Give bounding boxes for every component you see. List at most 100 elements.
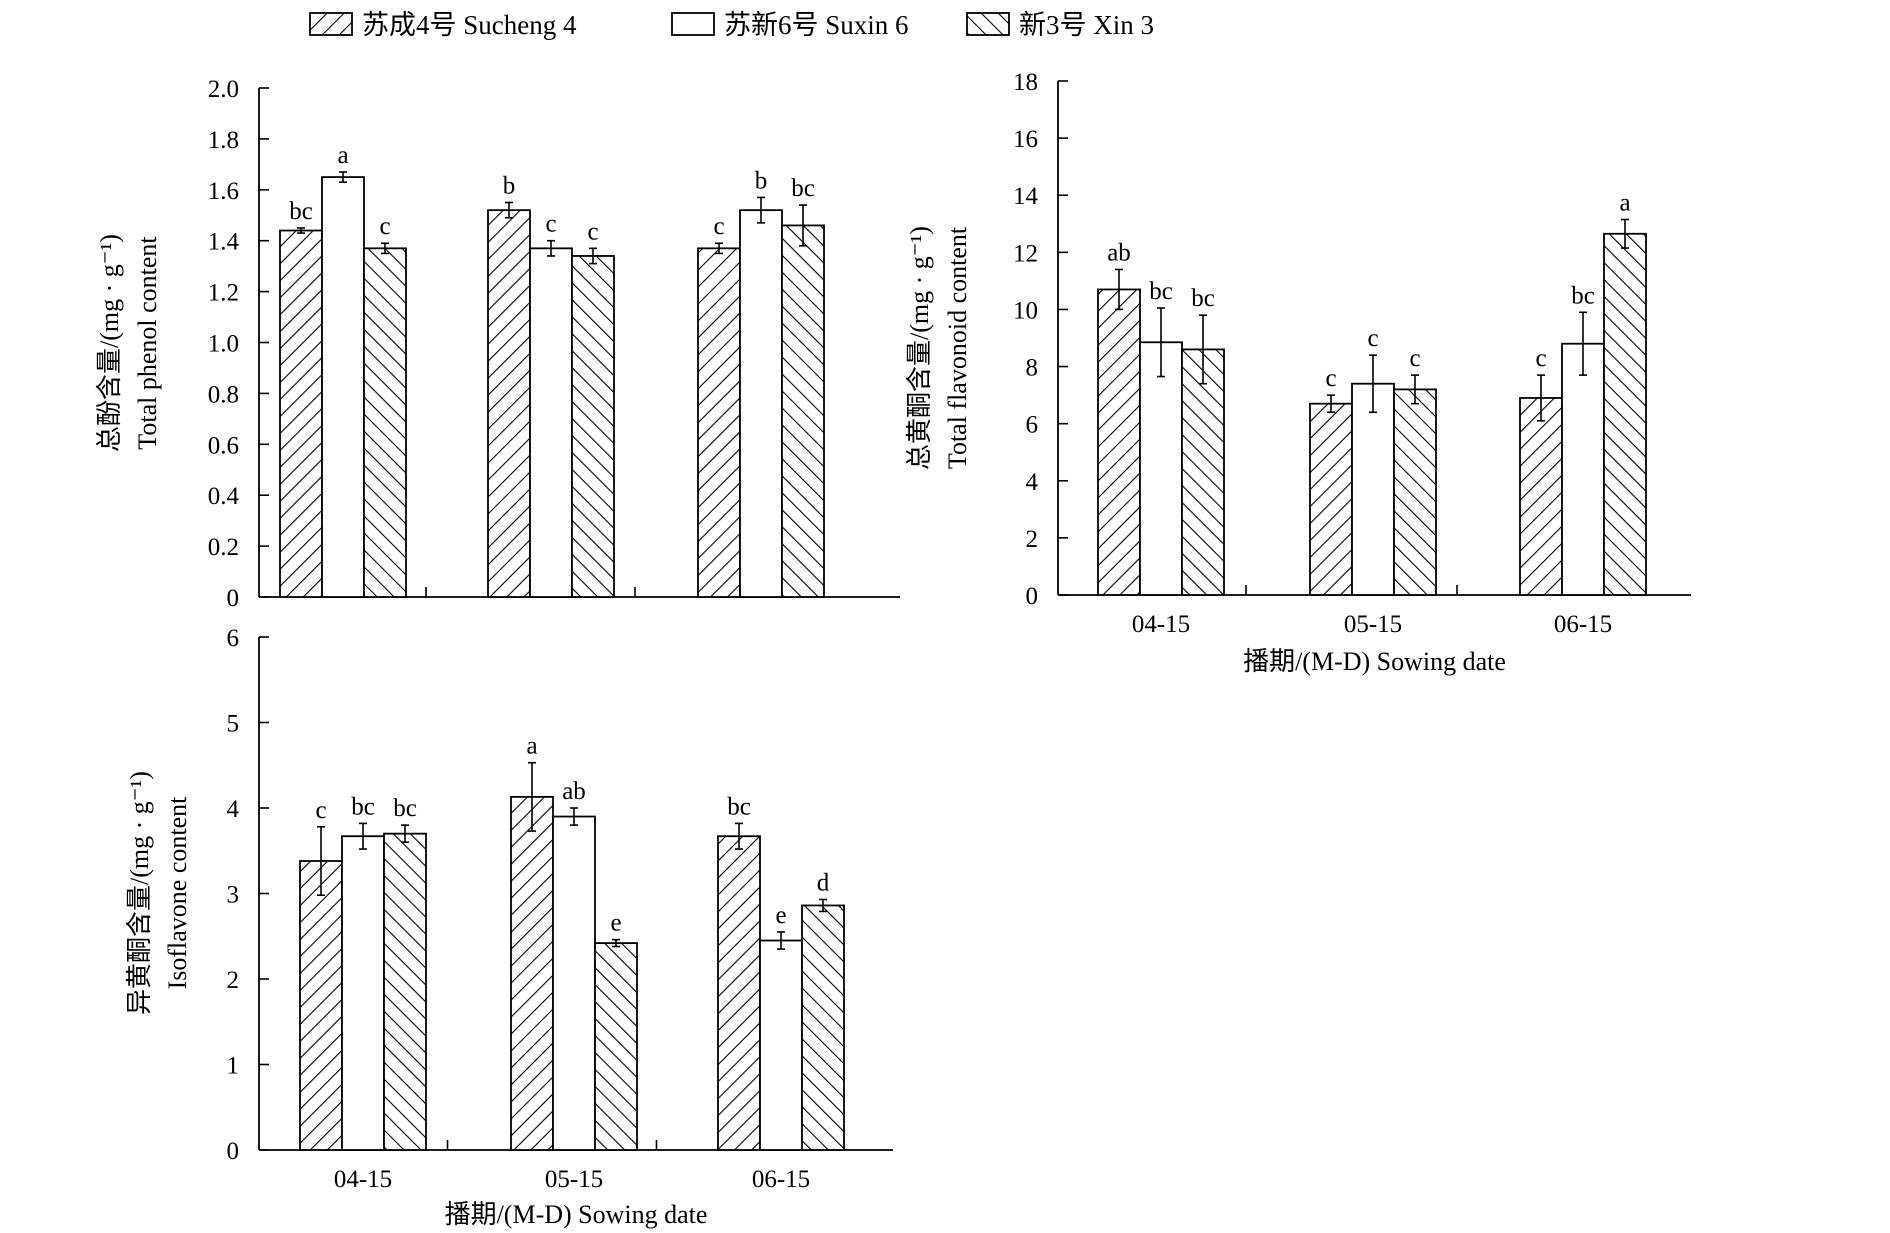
- y-tick-label: 18: [1013, 69, 1038, 96]
- y-axis-label-en: Total phenol content: [133, 236, 162, 450]
- y-tick-label: 3: [227, 882, 240, 909]
- significance-label: a: [526, 733, 537, 760]
- significance-label: c: [1367, 325, 1378, 352]
- x-axis-label: 播期/(M-D) Sowing date: [445, 1200, 708, 1229]
- bar: [1393, 388, 1437, 596]
- y-axis-label-en: Isoflavone content: [163, 796, 192, 990]
- legend: 苏成4号 Sucheng 4 苏新6号 Suxin 6 新3号 Xin 3: [309, 10, 1154, 40]
- bar: [739, 209, 783, 598]
- y-tick-label: 0.8: [208, 381, 239, 408]
- bar: [299, 860, 343, 1151]
- y-axis-label-cn: 异黄酮含量/(mg · g⁻¹): [125, 771, 154, 1015]
- significance-label: bc: [289, 198, 313, 225]
- y-tick-label: 0.2: [208, 534, 239, 561]
- significance-label: bc: [791, 175, 815, 202]
- y-tick-label: 2: [1026, 526, 1039, 553]
- bar: [529, 247, 573, 598]
- bar: [1519, 397, 1563, 596]
- y-tick-label: 16: [1013, 126, 1038, 153]
- bar: [759, 939, 803, 1151]
- y-tick-label: 0.6: [208, 432, 239, 459]
- y-tick-label: 4: [1026, 469, 1039, 496]
- bar: [1181, 348, 1225, 596]
- significance-label: e: [775, 902, 786, 929]
- significance-label: bc: [727, 793, 751, 820]
- legend-swatch-suxin6: [671, 12, 715, 36]
- bar: [781, 224, 825, 598]
- bar: [1097, 288, 1141, 596]
- y-tick-label: 1.2: [208, 280, 239, 307]
- legend-label-xin3: 新3号 Xin 3: [1019, 10, 1154, 40]
- y-tick-label: 6: [227, 625, 240, 652]
- x-tick-label: 06-15: [1554, 611, 1612, 638]
- y-tick-label: 10: [1013, 297, 1038, 324]
- y-tick-label: 14: [1013, 183, 1039, 210]
- significance-label: c: [713, 213, 724, 240]
- y-tick-label: 0: [1026, 583, 1039, 610]
- significance-label: c: [545, 211, 556, 238]
- bar: [321, 176, 365, 598]
- bar: [717, 835, 761, 1151]
- y-tick-label: 5: [227, 711, 240, 738]
- y-tick-label: 0: [227, 1138, 240, 1165]
- significance-label: c: [1325, 365, 1336, 392]
- bar: [341, 835, 385, 1151]
- bar: [1309, 402, 1353, 596]
- legend-label-suxin6: 苏新6号 Suxin 6: [724, 10, 909, 40]
- x-tick-label: 04-15: [334, 1166, 392, 1193]
- significance-label: c: [315, 797, 326, 824]
- y-tick-label: 1.6: [208, 178, 239, 205]
- significance-label: d: [817, 869, 830, 896]
- y-tick-label: 2: [227, 967, 240, 994]
- legend-swatch-sucheng4: [309, 12, 353, 36]
- significance-label: bc: [1149, 278, 1173, 305]
- y-axis-label-en: Total flavonoid content: [943, 226, 972, 469]
- bar: [1139, 341, 1183, 596]
- bar: [552, 815, 596, 1151]
- x-tick-label: 05-15: [1344, 611, 1402, 638]
- significance-label: ab: [1107, 239, 1131, 266]
- bar: [363, 247, 407, 598]
- y-tick-label: 8: [1026, 355, 1039, 382]
- legend-swatch-xin3: [966, 12, 1010, 36]
- bar: [487, 209, 531, 598]
- bar: [1351, 382, 1395, 596]
- bar: [1561, 342, 1605, 596]
- y-tick-label: 1.0: [208, 331, 239, 358]
- legend-label-sucheng4: 苏成4号 Sucheng 4: [362, 10, 577, 40]
- y-axis-label-cn: 总黄酮含量/(mg · g⁻¹): [905, 226, 934, 470]
- significance-label: bc: [1571, 282, 1595, 309]
- bar: [594, 942, 638, 1151]
- significance-label: c: [587, 218, 598, 245]
- y-tick-label: 1.8: [208, 127, 239, 154]
- y-tick-label: 1.4: [208, 229, 240, 256]
- bar: [801, 904, 845, 1151]
- significance-label: c: [379, 213, 390, 240]
- y-tick-label: 0.4: [208, 483, 240, 510]
- y-tick-label: 2.0: [208, 76, 239, 103]
- significance-label: bc: [351, 793, 375, 820]
- significance-label: c: [1535, 345, 1546, 372]
- bar: [697, 247, 741, 598]
- x-tick-label: 04-15: [1132, 611, 1190, 638]
- significance-label: bc: [393, 795, 417, 822]
- bar: [571, 255, 615, 598]
- x-tick-label: 05-15: [545, 1166, 603, 1193]
- significance-label: b: [755, 167, 768, 194]
- y-tick-label: 4: [227, 796, 240, 823]
- significance-label: ab: [562, 778, 586, 805]
- significance-label: a: [1619, 189, 1630, 216]
- x-tick-label: 06-15: [752, 1166, 810, 1193]
- bar: [510, 795, 554, 1151]
- significance-label: e: [610, 910, 621, 937]
- significance-label: bc: [1191, 285, 1215, 312]
- y-tick-label: 6: [1026, 412, 1039, 439]
- significance-label: c: [1409, 345, 1420, 372]
- x-axis-label: 播期/(M-D) Sowing date: [1243, 647, 1506, 676]
- significance-label: b: [503, 173, 516, 200]
- y-tick-label: 12: [1013, 240, 1038, 267]
